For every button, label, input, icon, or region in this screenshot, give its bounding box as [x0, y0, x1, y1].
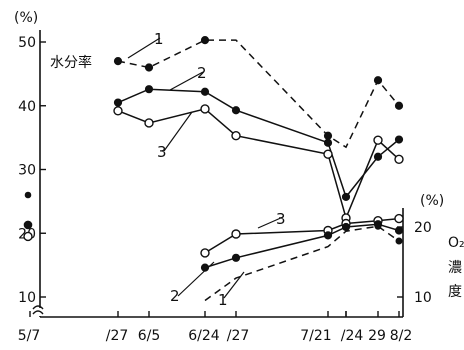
data-point-moisture-3	[323, 149, 333, 159]
data-point-o2-1	[395, 237, 403, 245]
y-left-unit: (%)	[14, 10, 38, 26]
x-tick-label: 6/5	[138, 328, 161, 344]
x-tick-label: 5/7	[18, 328, 41, 344]
data-point-o2-2	[323, 231, 333, 240]
data-point-moisture-1	[394, 101, 404, 110]
data-point-o2-3	[231, 229, 241, 239]
y-right-title-char-3: 度	[448, 284, 462, 300]
x-tick-label: 6/24	[188, 328, 220, 344]
series-label-leader	[223, 271, 245, 299]
data-point-moisture-2	[323, 138, 333, 147]
x-tick-label: 7/21	[300, 328, 331, 344]
plot-area: 102030405010205/7/276/56/24/277/21/24298…	[18, 30, 432, 344]
series-label-3-moisture: 3	[157, 143, 167, 161]
data-point-o2-2	[341, 222, 351, 232]
x-tick-label: 29	[368, 328, 386, 344]
data-point-moisture-3	[144, 118, 154, 128]
data-point-moisture-1	[373, 76, 383, 85]
data-point-o2-1	[374, 222, 382, 230]
series-label-2-o2: 2	[170, 287, 180, 305]
y-right-tick-label: 20	[414, 220, 432, 236]
axis-break-mark	[32, 305, 44, 315]
y-right-title-char-1: O₂	[448, 235, 464, 251]
series-label-leader	[169, 71, 204, 91]
series-line-moisture-3	[117, 108, 400, 221]
x-tick-label: /24	[341, 328, 364, 344]
data-point-moisture-2	[144, 85, 154, 94]
data-point-moisture-3	[231, 131, 241, 141]
data-point-moisture-1	[144, 63, 154, 72]
data-point-moisture-3	[200, 104, 210, 114]
series-label-1-o2: 1	[218, 291, 228, 309]
data-point-moisture-1	[323, 131, 333, 140]
x-tick-label: /27	[227, 328, 250, 344]
data-point-moisture-1	[200, 35, 210, 45]
series-line-o2-1	[204, 225, 400, 302]
data-point-moisture-1	[113, 57, 123, 66]
data-point-moisture-3	[394, 154, 404, 165]
data-point-moisture-3	[113, 106, 123, 116]
series-label-leader	[177, 261, 215, 297]
y-right-title-char-2: 濃	[448, 260, 462, 276]
data-point-moisture-2	[373, 152, 383, 161]
data-point-o2-2	[394, 226, 404, 235]
y-left-title: 水分率	[50, 54, 92, 71]
y-left-tick-label: 50	[18, 35, 36, 51]
data-point-moisture-2	[200, 87, 210, 96]
y-left-tick-label: 10	[18, 290, 36, 306]
data-point-o2-2	[231, 253, 241, 262]
series-label-leader	[163, 111, 193, 152]
data-point-5-7	[23, 220, 33, 230]
y-right-tick-label: 10	[414, 290, 432, 306]
series-label-leader	[257, 216, 284, 229]
series-label-3-o2: 3	[276, 210, 286, 228]
data-point-moisture-2	[231, 106, 241, 115]
series-line-moisture-1	[117, 39, 400, 149]
data-point-moisture-2	[341, 192, 351, 202]
series-label-leader	[127, 37, 161, 59]
data-point-moisture-2	[113, 98, 123, 107]
x-tick-label: 8/2	[390, 328, 413, 344]
data-point-5-7	[23, 231, 33, 242]
data-point-5-7	[24, 191, 32, 199]
y-left-tick-label: 30	[18, 163, 36, 179]
data-point-o2-3	[394, 213, 404, 224]
y-right-unit: (%)	[420, 193, 444, 209]
series-line-moisture-2	[117, 88, 400, 199]
data-point-o2-3	[200, 248, 210, 258]
y-left-tick-label: 40	[18, 99, 36, 115]
x-tick-label: /27	[106, 328, 129, 344]
data-point-moisture-3	[373, 135, 383, 145]
data-point-moisture-2	[394, 135, 404, 144]
